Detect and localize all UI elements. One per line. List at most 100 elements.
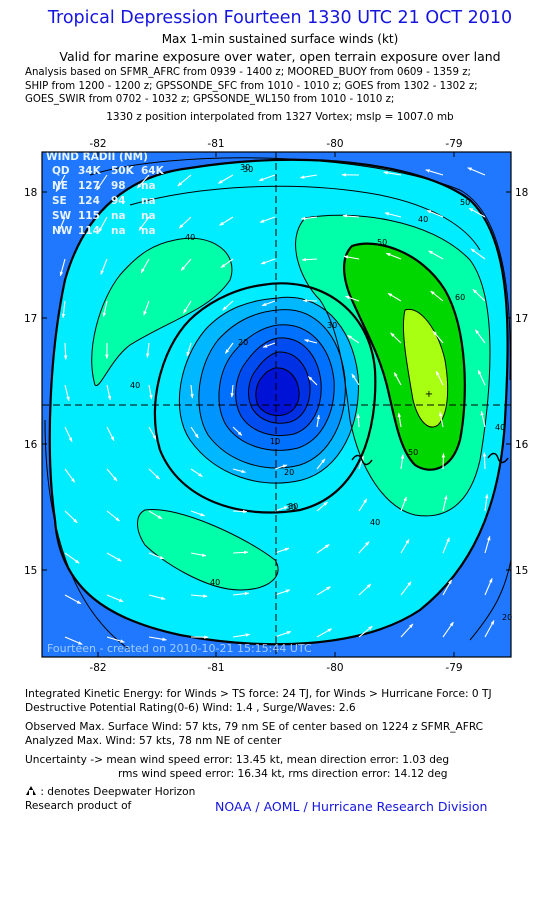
analysis-line: SHIP from 1200 - 1200 z; GPSSONDE_SFC fr… [25,80,478,92]
wind-arrow [393,372,402,386]
wind-arrow [470,248,486,260]
wind-arrow [232,468,246,473]
wind-arrow [148,636,167,641]
wind-arrow [190,384,194,399]
wind-arrow [358,455,364,470]
wind-arrow [148,552,165,560]
wind-arrow [316,501,328,512]
wind-arrow [186,342,192,357]
wind-arrow [220,258,234,269]
wind-arrow [397,412,402,428]
contour-label: 50 [408,448,418,457]
contour-label: 30 [288,502,298,511]
wind-arrow [274,464,288,470]
wind-arrow [438,411,444,428]
wind-arrow [484,577,493,596]
wind-arrow [384,212,402,218]
oil-platform-icon [26,786,36,795]
wind-arrow [106,426,115,441]
lat-tick-label: 15 [24,565,37,577]
wind-arrow [100,258,108,275]
wind-radii-cell: na [111,225,126,237]
wind-radii-cell: SE [52,195,67,207]
subtitle-wind-type: Max 1-min sustained surface winds (kt) [161,32,399,46]
wind-radii-table: WIND RADII (NM) QD 34K 50K 64K NE 127 98 na… [46,151,165,237]
lat-tick-label: 18 [515,187,528,199]
contour-fill [42,152,511,657]
credit-link[interactable]: NOAA / AOML / Hurricane Research Divisio… [215,799,488,814]
analysis-line: Analysis based on SFMR_AFRC from 0939 - … [25,67,471,78]
contour-label: 30 [243,165,253,174]
analysis-line: GOES_SWIR from 0702 - 1032 z; GPSSONDE_W… [25,94,395,105]
wind-arrow [96,174,108,191]
contour-label: 40 [495,423,505,432]
contour-label: 40 [210,578,220,587]
wind-arrow [232,633,251,638]
wind-arrow [316,458,326,470]
wind-arrow [316,414,321,428]
wind-arrow [64,636,83,645]
wind-arrow [106,468,118,482]
wind-arrow [385,252,402,260]
contour-label: 30 [327,321,337,330]
contour-label: 10 [270,437,280,446]
wind-arrow [432,330,444,344]
lon-tick-label: -80 [326,662,343,673]
wind-arrow [258,174,276,182]
wind-arrow [183,300,192,314]
contour-label: 20 [238,338,248,347]
contour-label: 40 [185,233,195,242]
wind-arrow [232,509,248,514]
contour-label: 30 [286,503,296,512]
lon-tick-label: -81 [207,662,224,673]
wind-arrow [64,552,80,564]
wind-arrow [358,498,368,512]
wind-arrow [106,552,122,562]
wind-arrow [64,384,70,402]
wind-arrow [316,628,333,638]
axis-labels: -82 -82 -81 -81 -80 -80 -79 -79 18 18 17 17 16 16 15 15 [24,138,529,673]
wind-arrow [146,342,150,358]
wind-arrow [106,384,112,401]
lon-tick-label: -80 [326,138,343,150]
wind-arrow [224,342,234,354]
wind-arrow [347,334,360,344]
wind-arrow [301,257,318,262]
lon-tick-label: -81 [207,138,224,150]
wind-arrow [222,300,234,311]
uncertainty-line-1: Uncertainty -> mean wind speed error: 13… [25,754,450,766]
wind-arrow [190,594,208,598]
wind-arrow [190,468,203,478]
contour-label: 40 [418,215,428,224]
contour-label: 20 [502,613,512,622]
wind-arrow [482,452,487,470]
lon-tick-label: -79 [445,138,462,150]
wind-arrow [148,384,153,400]
wind-vectors [55,167,495,645]
wind-arrow [302,298,318,303]
wind-arrow [351,373,360,386]
wind-arrow [400,496,407,512]
contour-label: 50 [377,238,387,247]
wind-arrow [190,552,207,557]
wind-arrow [387,292,402,302]
wind-arrow [177,174,192,187]
watermark: Fourteen - created on 2010-10-21 15:15:4… [47,642,312,655]
lon-tick-label: -82 [89,662,106,673]
wind-arrow [442,495,448,512]
wind-radii-cell: 114 [78,225,100,237]
wind-arrow [57,216,66,235]
wind-arrow [316,544,330,554]
contour-label: 30 [240,163,250,172]
wind-arrow [442,579,452,596]
wind-arrow [138,216,150,231]
wind-arrow [358,541,370,554]
wind-arrow [230,384,234,398]
wind-radii-cell: na [141,225,156,237]
wind-arrow [232,550,249,555]
contour-lines [44,157,511,651]
wind-arrow [274,506,289,512]
wind-arrow [400,539,410,554]
center-crosshair [42,152,511,657]
wind-arrow [356,413,361,428]
